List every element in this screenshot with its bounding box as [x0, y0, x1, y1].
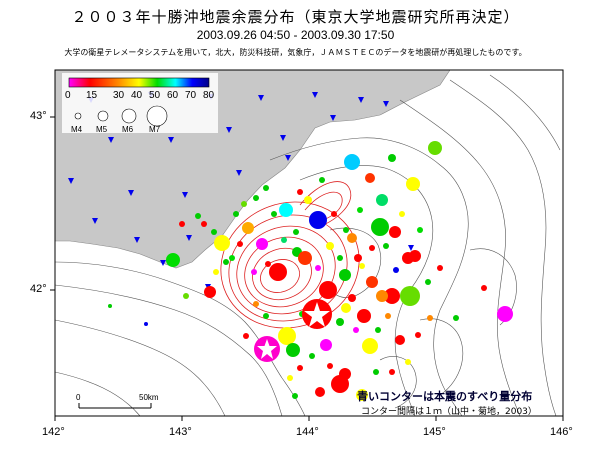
scale-start-label: 0	[76, 393, 81, 402]
depth-tick: 70	[185, 90, 197, 101]
longitude-label-143: 143°	[169, 426, 192, 438]
mainshock-star-icon	[254, 299, 332, 362]
depth-tick: 50	[149, 90, 161, 101]
contour-interval-note: コンター間隔は１ｍ（山中・菊地，2003）	[361, 407, 537, 417]
latitude-label-43: 43°	[30, 110, 47, 122]
page-title: ２００３年十勝沖地震余震分布（東京大学地震研究所再決定）	[71, 8, 520, 26]
date-range: 2003.09.26 04:50 - 2003.09.30 17:50	[196, 28, 395, 42]
depth-tick: 30	[113, 90, 125, 101]
magnitude-label: M4	[71, 125, 83, 134]
magnitude-label: M7	[149, 125, 161, 134]
depth-tick: 60	[167, 90, 179, 101]
slip-contours	[220, 181, 360, 329]
credit-note: 大学の衛星テレメータシステムを用いて，北大，防災科技研，気象庁，ＪＡＭＳＴＥＣの…	[64, 48, 527, 57]
scale-bar	[78, 403, 152, 409]
longitude-label-146: 146°	[550, 426, 573, 438]
depth-tick: 40	[131, 90, 143, 101]
latitude-label-42: 42°	[30, 283, 47, 295]
depth-tick: 0	[65, 90, 71, 101]
longitude-label-145: 145°	[423, 426, 446, 438]
contour-note: 青いコンターは本震のすべり量分布	[357, 390, 533, 403]
magnitude-label: M6	[122, 125, 134, 134]
longitude-label-144: 144°	[296, 426, 319, 438]
scale-end-label: 50km	[139, 393, 159, 402]
depth-tick: 15	[86, 90, 98, 101]
magnitude-label: M5	[96, 125, 108, 134]
depth-tick: 80	[203, 90, 215, 101]
bathymetry-contours	[55, 74, 561, 416]
longitude-label-142: 142°	[42, 426, 65, 438]
depth-color-legend	[62, 73, 218, 133]
